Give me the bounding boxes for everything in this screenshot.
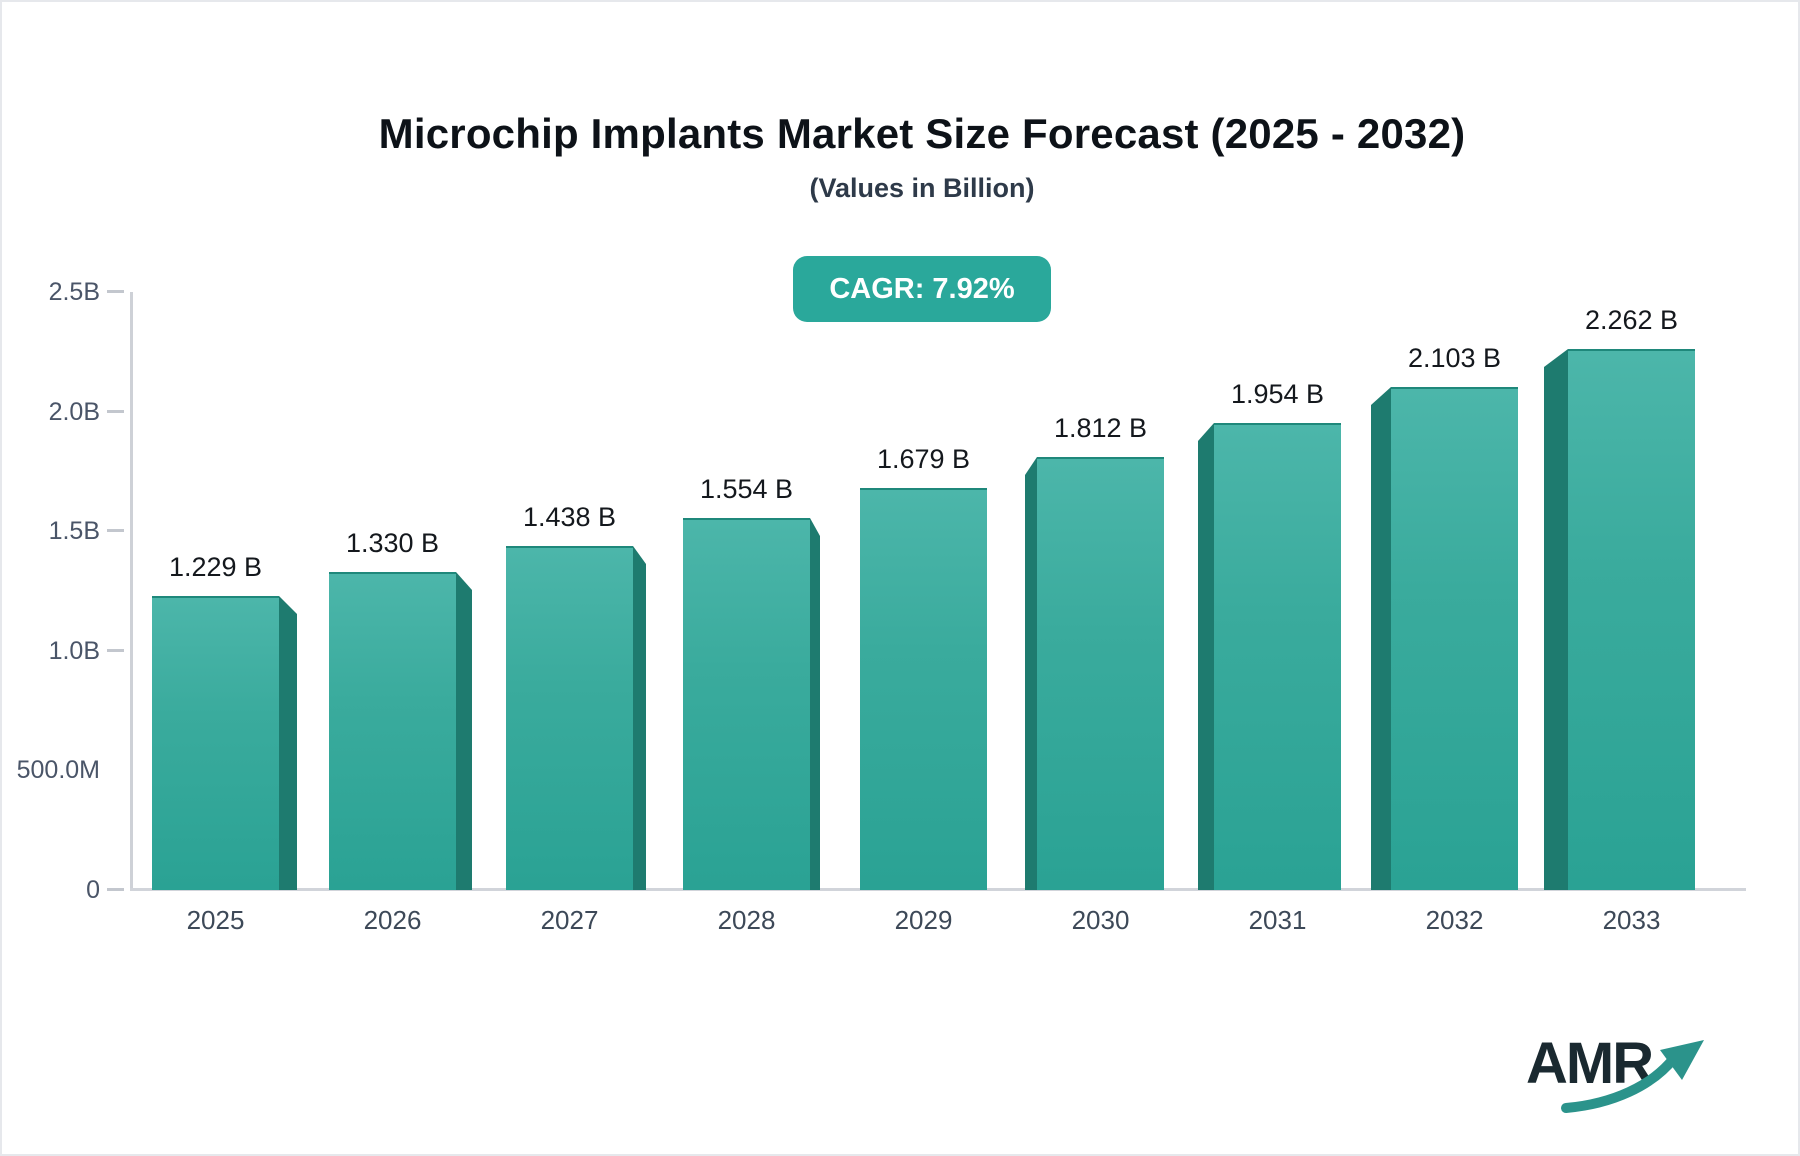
bar-side-face bbox=[1025, 457, 1037, 890]
x-axis-label: 2026 bbox=[363, 905, 422, 935]
bar-2031 bbox=[1214, 423, 1341, 890]
bar-side-face bbox=[810, 518, 820, 890]
bar-2029 bbox=[860, 488, 987, 890]
bar-side-face bbox=[1371, 387, 1391, 890]
y-axis-tick-mark bbox=[107, 888, 124, 891]
bar-value-label: 2.103 B bbox=[1407, 343, 1502, 373]
y-axis-tick-label: 2.0B bbox=[48, 397, 100, 426]
y-axis-tick-label: 1.5B bbox=[48, 517, 100, 546]
bar-2027 bbox=[506, 546, 633, 890]
bar-value-label: 2.262 B bbox=[1584, 305, 1679, 335]
bar-value-label: 1.229 B bbox=[168, 552, 263, 582]
bar-2032 bbox=[1391, 387, 1518, 890]
bar-value-label: 1.330 B bbox=[345, 528, 440, 558]
x-axis-label: 2033 bbox=[1602, 905, 1661, 935]
bar-value-label: 1.954 B bbox=[1230, 379, 1325, 409]
bar-side-face bbox=[279, 596, 297, 890]
x-axis-label: 2032 bbox=[1425, 905, 1484, 935]
bar-side-face bbox=[633, 546, 646, 890]
cagr-badge-row: CAGR: 7.92% bbox=[46, 256, 1798, 322]
bar-2033 bbox=[1568, 349, 1695, 890]
y-axis-tick-label: 0 bbox=[86, 876, 100, 904]
x-axis-label: 2030 bbox=[1071, 905, 1130, 935]
x-axis-label: 2025 bbox=[186, 905, 245, 935]
y-axis-tick-label: 1.0B bbox=[48, 636, 100, 665]
x-axis-label: 2031 bbox=[1248, 905, 1307, 935]
chart-subtitle: (Values in Billion) bbox=[809, 173, 1035, 203]
y-axis-tick-mark bbox=[107, 409, 124, 413]
bar-value-label: 1.438 B bbox=[522, 502, 617, 532]
bar-2030 bbox=[1037, 457, 1164, 890]
bar-2028 bbox=[683, 518, 810, 890]
y-axis-tick-label: 2.5B bbox=[48, 278, 100, 306]
cagr-badge: CAGR: 7.92% bbox=[793, 256, 1051, 322]
y-axis-line bbox=[130, 292, 133, 890]
bar-side-face bbox=[1198, 423, 1214, 890]
x-axis-label: 2028 bbox=[717, 905, 776, 935]
amr-logo: AMR bbox=[1526, 1028, 1746, 1128]
x-axis-label: 2029 bbox=[894, 905, 953, 935]
y-axis-tick-label: 500.0M bbox=[16, 756, 100, 785]
chart-title: Microchip Implants Market Size Forecast … bbox=[378, 110, 1466, 157]
bar-value-label: 1.812 B bbox=[1053, 413, 1148, 443]
growth-arrow-icon bbox=[1561, 1040, 1704, 1113]
bar-value-label: 1.554 B bbox=[699, 474, 794, 504]
y-axis-tick-mark bbox=[107, 648, 124, 652]
bar-side-face bbox=[1544, 349, 1568, 890]
bar-value-label: 1.679 B bbox=[876, 444, 971, 474]
bar-side-face bbox=[456, 572, 472, 890]
bar-2026 bbox=[329, 572, 456, 890]
bar-2025 bbox=[152, 596, 279, 890]
y-axis-tick-mark bbox=[107, 529, 124, 533]
y-axis-tick-mark bbox=[107, 290, 124, 293]
x-axis-label: 2027 bbox=[540, 905, 599, 935]
